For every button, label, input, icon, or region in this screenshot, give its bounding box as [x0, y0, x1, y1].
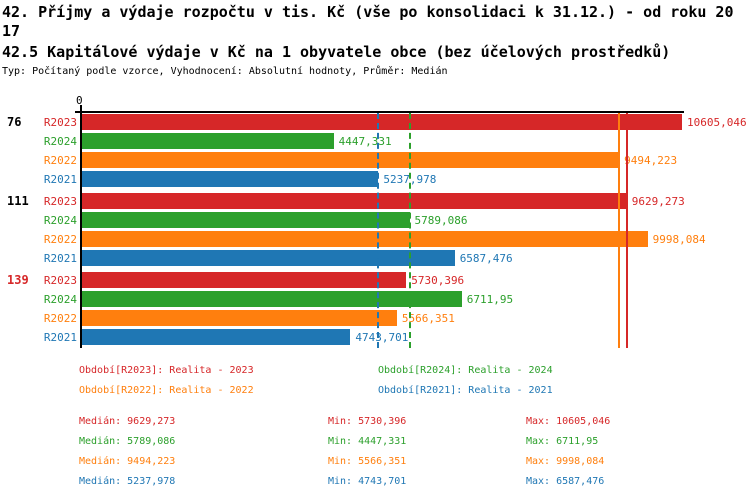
bar-value-label: 6587,476 [459, 252, 513, 265]
median-line-r2023 [625, 113, 628, 348]
bar-value-label: 9494,223 [624, 154, 678, 167]
stat-min: Min: 4743,701 [328, 476, 407, 487]
series-label: R2021 [43, 252, 77, 265]
chart-title-line1: 42. Příjmy a výdaje rozpočtu v tis. Kč (… [2, 3, 734, 21]
legend-item: Období[R2022]: Realita - 2022 [79, 385, 254, 396]
chart-meta: Typ: Počítaný podle vzorce, Vyhodnocení:… [2, 66, 448, 77]
series-label: R2022 [43, 233, 77, 246]
stat-min: Min: 5730,396 [328, 416, 407, 427]
series-label: R2023 [43, 116, 77, 129]
bar-value-label: 4447,331 [338, 135, 392, 148]
stat-max: Max: 10605,046 [526, 416, 611, 427]
x-axis-line [75, 111, 684, 113]
median-line-r2024 [408, 113, 411, 348]
bar-value-label: 6711,95 [466, 293, 514, 306]
stat-median: Medián: 5237,978 [79, 476, 176, 487]
legend-item: Období[R2021]: Realita - 2021 [378, 385, 553, 396]
bar-r2024 [82, 212, 410, 228]
bar-value-label: 5730,396 [411, 274, 465, 287]
series-label: R2024 [43, 214, 77, 227]
legend-item: Období[R2024]: Realita - 2024 [378, 365, 553, 376]
stat-median: Medián: 9494,223 [79, 456, 176, 467]
y-axis-line [80, 105, 82, 348]
stat-max: Max: 6587,476 [526, 476, 605, 487]
series-label: R2022 [43, 312, 77, 325]
chart-title-line2: 17 [2, 22, 21, 40]
bar-r2023 [82, 193, 627, 209]
bar-r2021 [82, 250, 455, 266]
stat-min: Min: 5566,351 [328, 456, 407, 467]
group-label: 76 [7, 115, 22, 129]
chart-subtitle: 42.5 Kapitálové výdaje v Kč na 1 obyvate… [2, 43, 671, 61]
bar-value-label: 5566,351 [401, 312, 455, 325]
stat-median: Medián: 5789,086 [79, 436, 176, 447]
bar-value-label: 10605,046 [687, 116, 747, 129]
group-label: 139 [7, 273, 29, 287]
series-label: R2023 [43, 195, 77, 208]
bar-r2023 [82, 272, 407, 288]
series-label: R2021 [43, 331, 77, 344]
bar-r2022 [82, 310, 397, 326]
series-label: R2023 [43, 274, 77, 287]
bar-r2024 [82, 133, 334, 149]
bar-value-label: 4743,701 [355, 331, 409, 344]
bar-r2024 [82, 291, 462, 307]
x-axis-zero-tick-label: 0 [76, 94, 83, 107]
bar-value-label: 9998,084 [652, 233, 706, 246]
median-line-r2021 [377, 113, 380, 348]
stat-max: Max: 6711,95 [526, 436, 599, 447]
stat-min: Min: 4447,331 [328, 436, 407, 447]
bar-r2022 [82, 152, 620, 168]
group-label: 111 [7, 194, 29, 208]
stat-median: Medián: 9629,273 [79, 416, 176, 427]
bar-r2023 [82, 114, 682, 130]
series-label: R2021 [43, 173, 77, 186]
legend-item: Období[R2023]: Realita - 2023 [79, 365, 254, 376]
bar-r2021 [82, 171, 379, 187]
series-label: R2022 [43, 154, 77, 167]
bar-value-label: 5789,086 [414, 214, 468, 227]
stat-max: Max: 9998,084 [526, 456, 605, 467]
bar-r2022 [82, 231, 648, 247]
series-label: R2024 [43, 293, 77, 306]
bar-r2021 [82, 329, 351, 345]
median-line-r2022 [618, 113, 621, 348]
series-label: R2024 [43, 135, 77, 148]
bar-value-label: 9629,273 [631, 195, 685, 208]
